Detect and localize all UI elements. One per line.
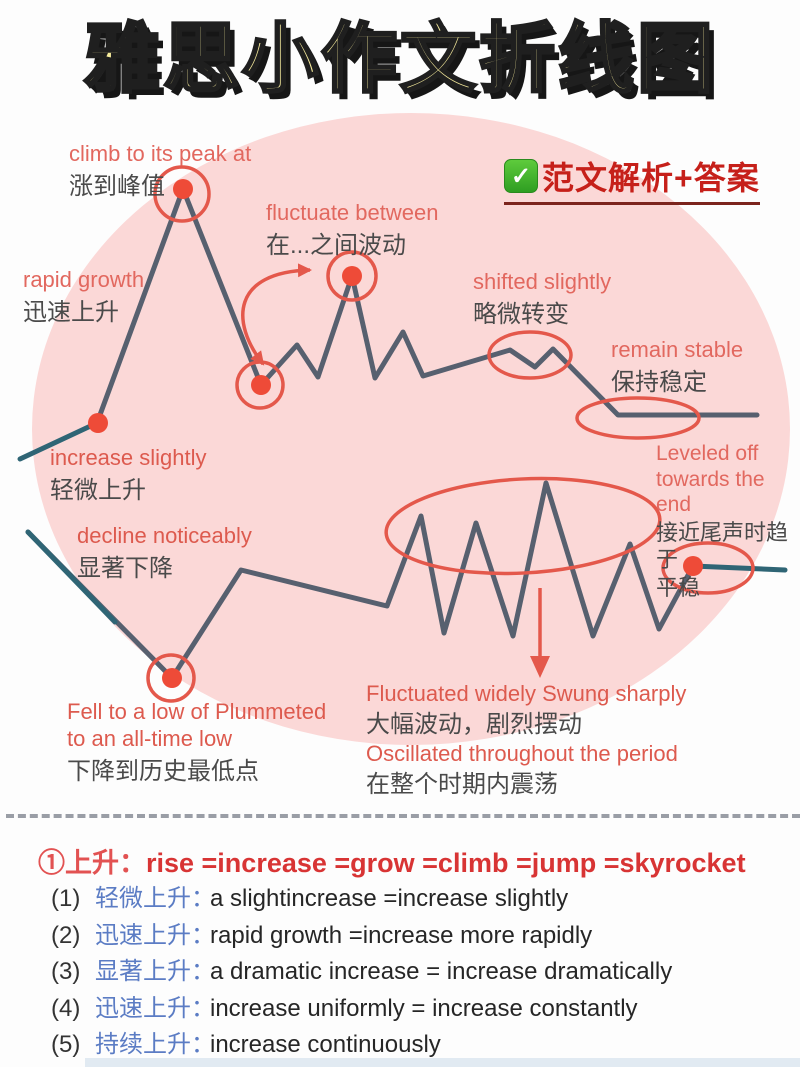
annotation-rapid-growth: rapid growth 迅速上升 bbox=[23, 267, 144, 327]
highlight-ellipse-shifted bbox=[487, 330, 573, 380]
vocab-item-term: 持续上升： bbox=[95, 1031, 215, 1058]
annotation-en: decline noticeably bbox=[77, 523, 252, 548]
annotation-en: remain stable bbox=[611, 337, 744, 362]
vocab-item-english: rapid growth =increase more rapidly bbox=[210, 922, 593, 949]
annotation-zh: 大幅波动，剧烈摆动 bbox=[366, 710, 582, 738]
annotation-fluctuate-between: fluctuate between 在...之间波动 bbox=[266, 200, 438, 260]
annotation-en: fluctuate between bbox=[266, 200, 439, 225]
curved-double-arrow bbox=[241, 263, 312, 366]
vocab-item-term: 显著上升： bbox=[95, 958, 215, 985]
vocab-item-english: increase continuously bbox=[210, 1031, 441, 1058]
data-point-leveled-end bbox=[683, 556, 703, 576]
annotation-fluctuated-widely: Fluctuated widely Swung sharply 大幅波动，剧烈摆… bbox=[366, 681, 686, 799]
vocab-item-1: (1) 轻微上升：a slightincrease =increase sligh… bbox=[51, 878, 568, 913]
annotation-zh: 接近尾声时趋于 bbox=[656, 519, 789, 572]
vocab-item-term: 迅速上升： bbox=[95, 995, 215, 1022]
page-title: 雅思小作文折线图 bbox=[83, 16, 716, 102]
highlight-ring-all-time-low bbox=[146, 653, 196, 703]
annotation-zh: 在...之间波动 bbox=[266, 231, 407, 259]
down-arrow-head bbox=[530, 656, 550, 678]
data-point-fluctuate-high bbox=[342, 266, 362, 286]
dashed-divider bbox=[6, 814, 800, 818]
pink-background-disc bbox=[32, 113, 790, 745]
highlight-ellipse-fluctuated-widely bbox=[384, 476, 662, 576]
annotation-en: increase slightly bbox=[50, 445, 207, 470]
data-point-all-time-low bbox=[162, 668, 182, 688]
annotation-increase-slightly: increase slightly 轻微上升 bbox=[50, 445, 207, 505]
green-check-icon: ✓ bbox=[504, 159, 538, 193]
vocab-item-4: (4) 迅速上升：increase uniformly = increase co… bbox=[51, 988, 638, 1023]
vocab-item-english: increase uniformly = increase constantly bbox=[210, 995, 638, 1022]
annotation-decline-noticeably: decline noticeably 显著下降 bbox=[77, 523, 252, 583]
vocab-heading: ①上升：rise =increase =grow =climb =jump =s… bbox=[38, 841, 746, 880]
vocab-item-term: 迅速上升： bbox=[95, 922, 215, 949]
vocab-heading-prefix: ①上升： bbox=[38, 848, 146, 878]
trend-line-2-teal-start bbox=[25, 529, 118, 625]
annotation-en: shifted slightly bbox=[473, 269, 612, 294]
vocab-heading-synonyms: rise =increase =grow =climb =jump =skyro… bbox=[146, 848, 746, 878]
annotation-en: climb to its peak at bbox=[69, 141, 252, 166]
data-point-increase bbox=[88, 413, 108, 433]
annotation-zh: 轻微上升 bbox=[50, 476, 146, 504]
annotation-zh: 保持稳定 bbox=[611, 368, 707, 396]
vocab-item-number: (1) bbox=[51, 885, 81, 912]
vocab-item-2: (2) 迅速上升：rapid growth =increase more rapi… bbox=[51, 915, 592, 950]
annotation-shifted-slightly: shifted slightly 略微转变 bbox=[473, 269, 611, 329]
vocab-item-number: (3) bbox=[51, 958, 81, 985]
annotation-leveled-off: Leveled off towards the end 接近尾声时趋于 平稳 bbox=[656, 441, 800, 602]
badge-label: 范文解析+答案 bbox=[542, 160, 760, 196]
annotation-fell-to-low: Fell to a low of Plummeted to an all-tim… bbox=[67, 699, 326, 786]
vocab-item-english: a slightincrease =increase slightly bbox=[210, 885, 569, 912]
annotation-zh: 显著下降 bbox=[77, 554, 173, 582]
annotation-en: Leveled off bbox=[656, 442, 759, 465]
annotation-zh: 平稳 bbox=[656, 575, 701, 601]
vocab-item-number: (2) bbox=[51, 922, 81, 949]
highlight-ellipse-leveled-off bbox=[661, 541, 755, 595]
data-point-peak bbox=[173, 179, 193, 199]
annotation-en: towards the end bbox=[656, 467, 765, 517]
data-point-fluctuate-low bbox=[251, 375, 271, 395]
annotation-zh: 迅速上升 bbox=[23, 298, 119, 326]
bottom-strip bbox=[85, 1058, 800, 1067]
vocab-item-5: (5) 持续上升：increase continuously bbox=[51, 1024, 441, 1059]
highlight-ring-fluctuate-high bbox=[326, 250, 378, 302]
vocab-item-3: (3) 显著上升：a dramatic increase = increase d… bbox=[51, 951, 672, 986]
annotation-en: Fluctuated widely Swung sharply bbox=[366, 681, 687, 706]
vocab-item-english: a dramatic increase = increase dramatica… bbox=[210, 958, 673, 985]
trend-line-2-teal-end bbox=[690, 563, 788, 573]
annotation-en: Oscillated throughout the period bbox=[366, 741, 678, 767]
vocab-item-number: (4) bbox=[51, 995, 81, 1022]
annotation-en: Fell to a low of Plummeted bbox=[67, 699, 327, 724]
highlight-ring-peak bbox=[153, 165, 211, 223]
annotation-zh: 在整个时期内震荡 bbox=[366, 770, 558, 798]
vocab-item-number: (5) bbox=[51, 1031, 81, 1058]
annotation-en: to an all-time low bbox=[67, 725, 233, 751]
trend-line-1-teal-start bbox=[17, 420, 100, 462]
annotation-en: rapid growth bbox=[23, 267, 145, 292]
vocab-item-term: 轻微上升： bbox=[95, 885, 215, 912]
trend-line-2 bbox=[25, 480, 696, 681]
annotation-climb-to-peak: climb to its peak at 涨到峰值 bbox=[69, 141, 251, 201]
annotation-remain-stable: remain stable 保持稳定 bbox=[611, 337, 743, 397]
annotation-zh: 下降到历史最低点 bbox=[67, 757, 259, 785]
answer-badge: ✓ 范文解析+答案 bbox=[504, 153, 760, 205]
annotation-zh: 略微转变 bbox=[473, 300, 569, 328]
annotation-zh: 涨到峰值 bbox=[69, 172, 165, 200]
highlight-ellipse-remain-stable bbox=[575, 396, 701, 440]
